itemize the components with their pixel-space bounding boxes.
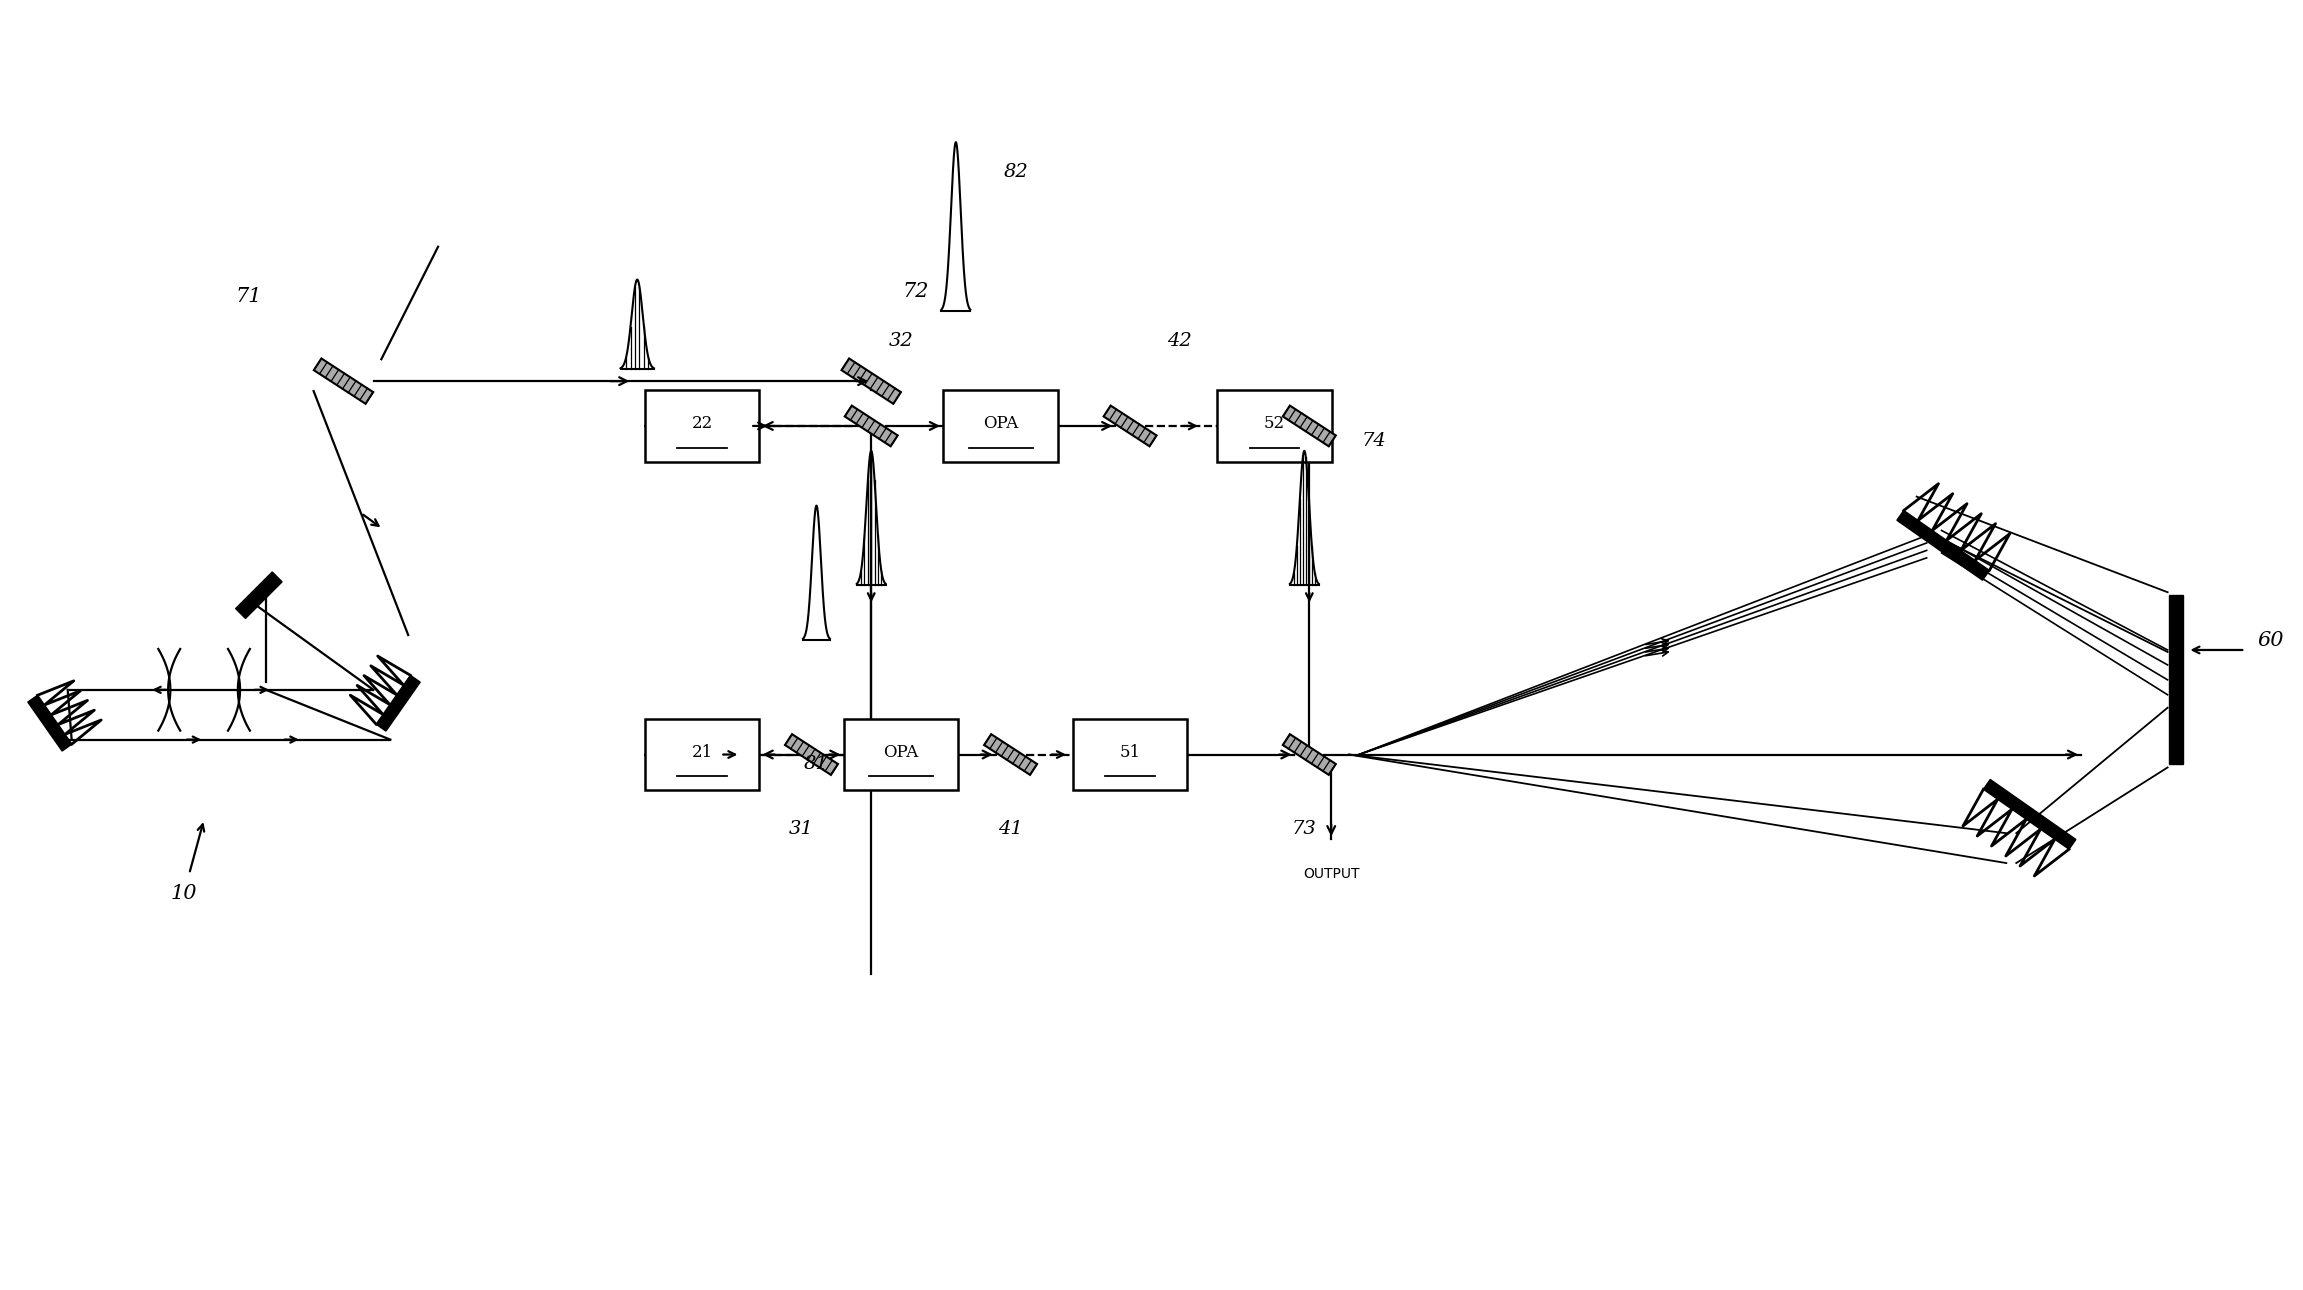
- Bar: [1073, 719, 1188, 791]
- Polygon shape: [1283, 734, 1336, 775]
- Text: 31: 31: [790, 820, 813, 839]
- Polygon shape: [28, 695, 71, 751]
- Text: 60: 60: [2257, 631, 2282, 650]
- Polygon shape: [235, 571, 281, 618]
- Bar: [843, 719, 958, 791]
- Text: 22: 22: [691, 415, 712, 432]
- Bar: [2169, 595, 2183, 765]
- Polygon shape: [375, 675, 419, 731]
- Text: 41: 41: [997, 820, 1023, 839]
- Text: OPA: OPA: [983, 415, 1018, 432]
- Text: 10: 10: [170, 885, 198, 903]
- Text: 74: 74: [1361, 432, 1386, 450]
- Text: 51: 51: [1119, 744, 1140, 761]
- Polygon shape: [841, 359, 900, 404]
- Polygon shape: [983, 734, 1036, 775]
- Bar: [645, 719, 760, 791]
- Polygon shape: [313, 359, 373, 404]
- Bar: [944, 390, 1057, 462]
- Text: 21: 21: [691, 744, 712, 761]
- Text: 82: 82: [1004, 163, 1027, 181]
- Polygon shape: [1103, 405, 1156, 446]
- Text: 71: 71: [235, 286, 263, 306]
- Text: 72: 72: [903, 283, 930, 301]
- Text: 32: 32: [889, 333, 914, 351]
- Text: 81: 81: [804, 756, 829, 774]
- Bar: [1218, 390, 1331, 462]
- Polygon shape: [785, 734, 838, 775]
- Polygon shape: [1283, 405, 1336, 446]
- Text: 52: 52: [1264, 415, 1285, 432]
- Bar: [645, 390, 760, 462]
- Text: 42: 42: [1168, 333, 1193, 351]
- Text: OUTPUT: OUTPUT: [1303, 867, 1359, 881]
- Polygon shape: [1983, 779, 2075, 849]
- Polygon shape: [1898, 511, 1990, 580]
- Text: 73: 73: [1292, 820, 1317, 839]
- Polygon shape: [845, 405, 898, 446]
- Text: OPA: OPA: [884, 744, 919, 761]
